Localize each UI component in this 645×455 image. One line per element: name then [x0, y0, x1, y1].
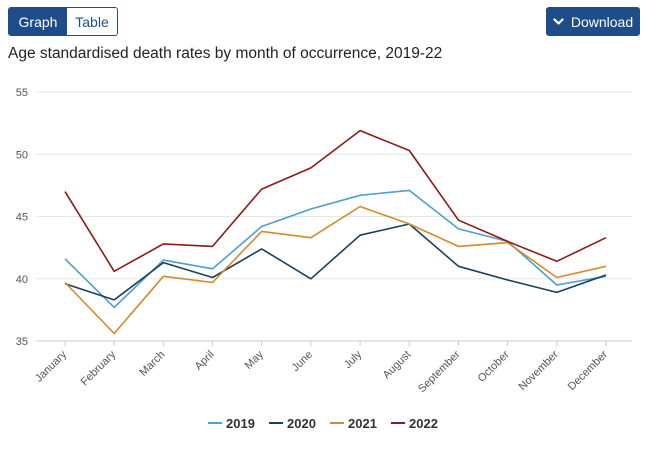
x-tick-label: May: [243, 348, 267, 372]
series-line-2020: [64, 223, 607, 301]
x-tick-label: June: [290, 349, 315, 374]
y-tick-label: 55: [16, 87, 28, 99]
y-tick-label: 45: [16, 212, 28, 224]
x-tick-label: November: [517, 348, 562, 393]
view-toggle: Graph Table: [8, 7, 118, 36]
legend-label: 2019: [226, 416, 255, 431]
legend-label: 2022: [409, 416, 438, 431]
gridlines: [36, 91, 632, 342]
tab-graph[interactable]: Graph: [9, 8, 67, 35]
series-line-2021: [64, 205, 607, 335]
legend-label: 2021: [348, 416, 377, 431]
legend: 2019 2020 2021 2022: [208, 416, 438, 431]
y-tick-label: 40: [16, 274, 28, 286]
y-tick-label: 50: [16, 149, 28, 161]
x-tick-label: October: [476, 348, 512, 384]
x-tick-label: January: [33, 348, 70, 385]
legend-label: 2020: [287, 416, 316, 431]
x-tick-label: August: [381, 349, 414, 382]
legend-item-2020[interactable]: 2020: [269, 416, 316, 431]
x-tick-label: March: [137, 349, 167, 379]
y-axis: 35 40 45 50 55: [16, 87, 28, 348]
legend-item-2022[interactable]: 2022: [391, 416, 438, 431]
legend-item-2019[interactable]: 2019: [208, 416, 255, 431]
x-tick-label: February: [79, 348, 119, 388]
x-tick-label: July: [342, 348, 365, 371]
download-label: Download: [570, 13, 634, 30]
chevron-down-icon: [553, 16, 564, 27]
download-button[interactable]: Download: [546, 7, 640, 36]
x-tick-label: April: [193, 349, 217, 373]
chart-title: Age standardised death rates by month of…: [8, 45, 443, 62]
series-line-2022: [64, 129, 607, 273]
tab-table[interactable]: Table: [67, 8, 117, 35]
series-lines: [64, 129, 607, 335]
x-tick-label: September: [416, 348, 463, 395]
x-axis: January February March April May June July Augu…: [33, 341, 610, 395]
y-tick-label: 35: [16, 336, 28, 348]
legend-item-2021[interactable]: 2021: [330, 416, 377, 431]
x-tick-label: December: [566, 348, 611, 393]
